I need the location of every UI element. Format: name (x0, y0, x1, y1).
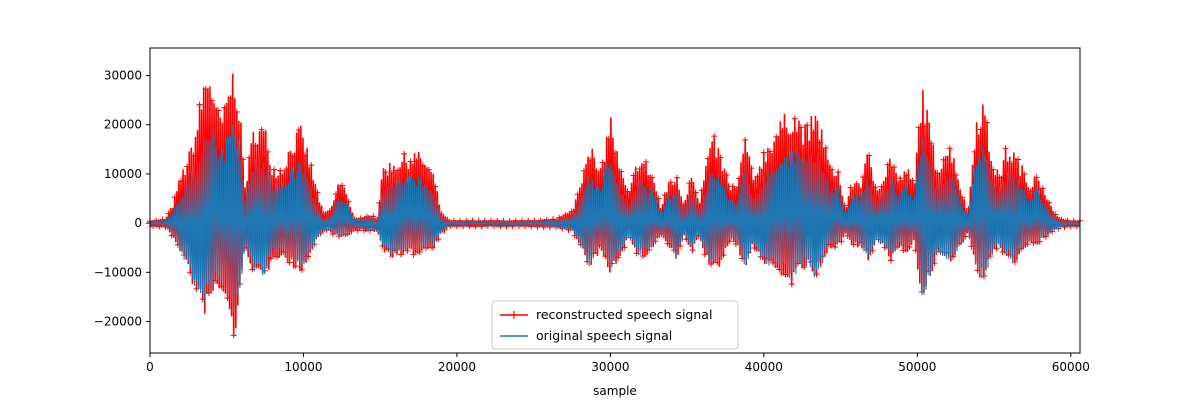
legend-box (491, 300, 739, 350)
y-tick-label: 20000 (104, 118, 142, 132)
axes-frame (149, 47, 1081, 354)
legend-entry-reconstructed: reconstructed speech signal (500, 307, 712, 322)
x-axis-label: sample (593, 384, 637, 398)
x-tick-label: 30000 (591, 360, 629, 374)
y-tick-label: 10000 (104, 167, 142, 181)
legend: reconstructed speech signal original spe… (491, 300, 739, 350)
x-tick-label: 0 (146, 360, 154, 374)
x-tick-label: 10000 (284, 360, 322, 374)
legend-marker-plus (510, 311, 518, 319)
y-tick-label: 0 (134, 216, 142, 230)
x-tick-label: 50000 (898, 360, 936, 374)
x-tick-label: 60000 (1052, 360, 1090, 374)
series-line (149, 124, 1081, 313)
legend-entry-original: original speech signal (500, 328, 672, 343)
x-tick-label: 20000 (438, 360, 476, 374)
x-tick-label: 40000 (745, 360, 783, 374)
series-original (149, 124, 1081, 313)
y-tick-label: −10000 (94, 265, 142, 279)
x-axis-ticks: 0 10000 20000 30000 40000 50000 60000 (146, 353, 1090, 374)
y-tick-label: −20000 (94, 315, 142, 329)
legend-label-reconstructed: reconstructed speech signal (536, 307, 712, 322)
y-tick-label: 30000 (104, 69, 142, 83)
legend-label-original: original speech signal (536, 328, 672, 343)
y-axis-ticks: −20000 −10000 0 10000 20000 30000 (94, 69, 150, 329)
